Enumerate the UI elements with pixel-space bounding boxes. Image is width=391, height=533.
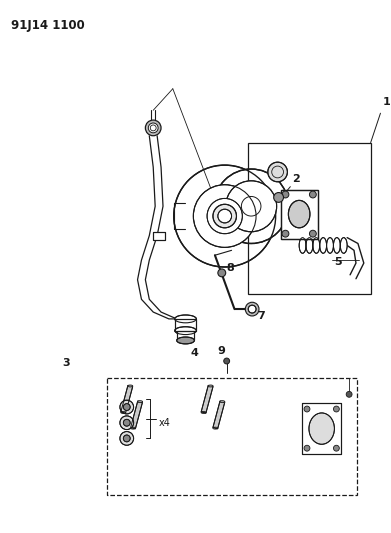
Circle shape	[194, 185, 256, 247]
Ellipse shape	[306, 238, 313, 253]
Ellipse shape	[289, 200, 310, 228]
Circle shape	[334, 406, 339, 412]
Circle shape	[123, 403, 130, 410]
Bar	[153, 232, 165, 239]
Text: 7: 7	[257, 311, 265, 321]
Text: 3: 3	[62, 358, 70, 368]
Ellipse shape	[213, 204, 237, 228]
Ellipse shape	[320, 238, 326, 253]
Text: 5: 5	[334, 257, 342, 267]
Circle shape	[282, 230, 289, 237]
Circle shape	[274, 192, 283, 203]
Ellipse shape	[138, 401, 143, 402]
Circle shape	[282, 191, 289, 198]
Circle shape	[207, 198, 242, 233]
Text: 91J14 1100: 91J14 1100	[11, 19, 85, 32]
Text: 9: 9	[218, 346, 226, 356]
Circle shape	[120, 416, 134, 430]
Ellipse shape	[128, 385, 133, 387]
Circle shape	[123, 435, 130, 442]
Polygon shape	[131, 401, 142, 429]
Circle shape	[123, 419, 130, 426]
Polygon shape	[201, 385, 213, 413]
Text: x4: x4	[159, 418, 171, 427]
Circle shape	[309, 230, 316, 237]
Bar	[281, 190, 318, 239]
Ellipse shape	[175, 315, 196, 323]
Ellipse shape	[334, 238, 340, 253]
Polygon shape	[213, 401, 225, 429]
Circle shape	[174, 165, 276, 267]
Circle shape	[148, 123, 158, 133]
Circle shape	[120, 400, 134, 414]
Circle shape	[309, 191, 316, 198]
Circle shape	[245, 302, 259, 316]
Circle shape	[224, 358, 230, 364]
Polygon shape	[121, 385, 133, 413]
Bar	[281, 190, 318, 239]
Circle shape	[145, 120, 161, 136]
Ellipse shape	[220, 401, 225, 402]
Circle shape	[346, 391, 352, 397]
Ellipse shape	[340, 238, 347, 253]
Circle shape	[268, 162, 287, 182]
Text: 1: 1	[382, 98, 390, 107]
Bar	[177, 330, 194, 341]
Circle shape	[248, 305, 256, 313]
Bar	[248, 143, 371, 294]
Bar	[175, 319, 196, 330]
Circle shape	[334, 445, 339, 451]
Ellipse shape	[218, 209, 231, 223]
Ellipse shape	[208, 385, 213, 387]
Bar	[107, 378, 357, 495]
Text: 4: 4	[190, 348, 198, 358]
Text: 8: 8	[227, 263, 235, 273]
Ellipse shape	[177, 337, 194, 344]
Ellipse shape	[299, 238, 306, 253]
Circle shape	[226, 181, 276, 232]
Bar	[302, 403, 341, 454]
Bar	[302, 403, 341, 454]
Circle shape	[214, 169, 289, 244]
Circle shape	[304, 445, 310, 451]
Circle shape	[218, 269, 226, 277]
Circle shape	[304, 406, 310, 412]
Ellipse shape	[326, 238, 334, 253]
Bar	[177, 330, 194, 341]
Ellipse shape	[309, 413, 334, 445]
Text: 2: 2	[292, 174, 300, 184]
Bar	[153, 232, 165, 239]
Bar	[175, 319, 196, 330]
Ellipse shape	[175, 327, 196, 335]
Circle shape	[120, 432, 134, 445]
Ellipse shape	[313, 238, 320, 253]
